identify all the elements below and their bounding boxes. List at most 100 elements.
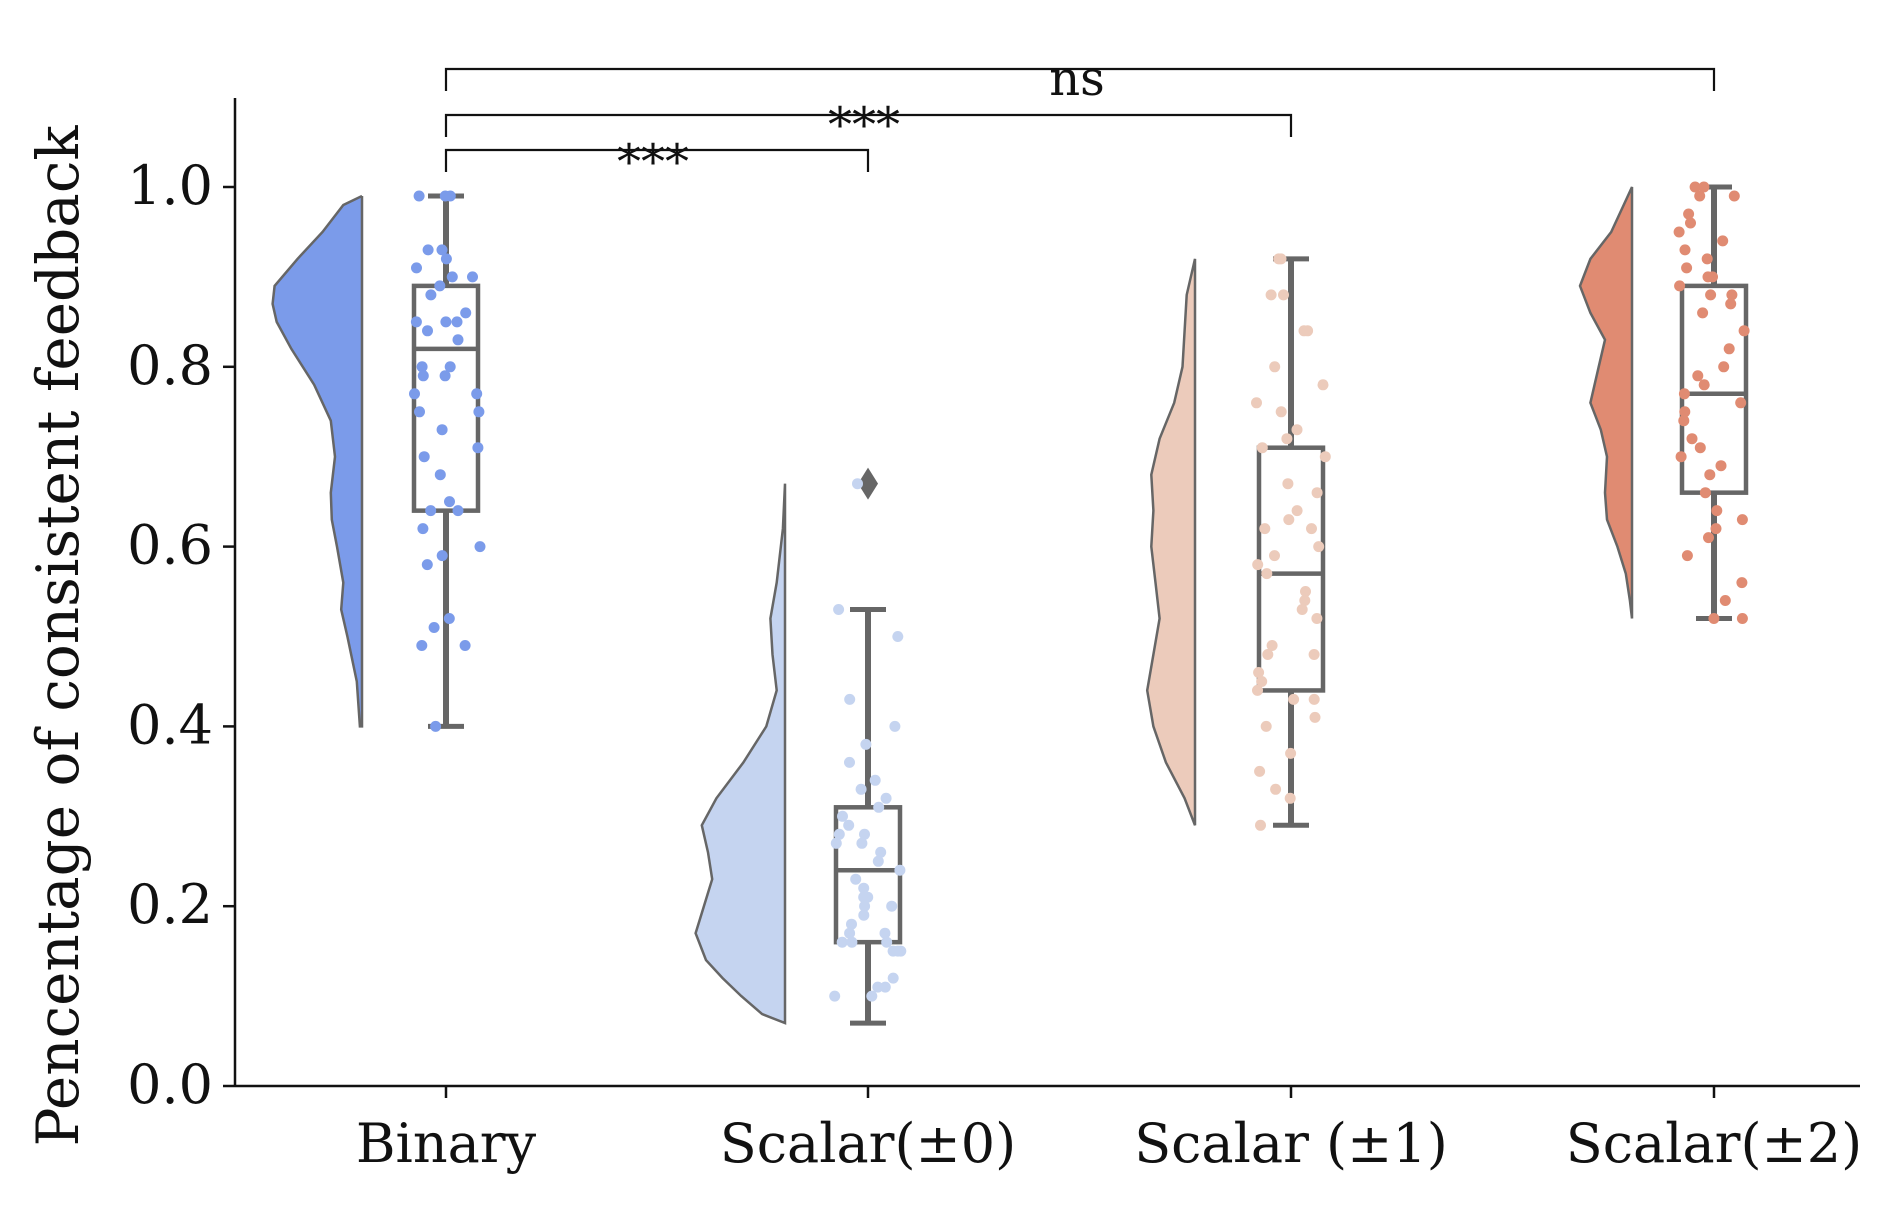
data-point-0-17 [416,361,428,373]
data-point-2-3 [1278,289,1289,301]
data-point-0-23 [473,406,485,418]
data-point-2-17 [1283,514,1295,526]
data-point-3-7 [1717,235,1729,247]
data-point-2-6 [1269,361,1281,373]
data-point-2-32 [1256,676,1268,687]
data-point-0-14 [440,316,452,328]
data-point-3-41 [1736,613,1748,624]
data-point-3-9 [1701,253,1713,265]
data-point-3-37 [1681,550,1693,562]
y-tick-label-3: 0.6 [127,514,213,577]
data-point-3-38 [1736,577,1748,589]
bracket-label-2: ns [1049,51,1105,107]
box-plots [411,184,1749,1026]
data-point-0-27 [418,451,430,463]
data-point-2-38 [1285,747,1297,759]
data-point-0-26 [472,442,484,454]
data-point-1-15 [830,837,842,849]
data-point-0-11 [460,307,472,319]
x-tick-label-1: Scalar(±0) [720,1112,1016,1175]
data-point-2-35 [1308,693,1320,705]
jitter-points [409,181,1750,1002]
data-point-2-19 [1306,523,1317,535]
data-point-2-18 [1259,523,1271,535]
bracket-2 [444,67,1716,91]
data-point-3-28 [1694,442,1706,454]
data-point-3-24 [1735,397,1747,409]
data-point-1-1 [833,604,845,615]
data-point-2-36 [1309,711,1321,723]
data-point-2-1 [1275,253,1287,265]
data-point-0-20 [417,370,429,382]
data-point-2-34 [1288,693,1300,705]
data-point-1-29 [879,927,891,939]
data-point-3-3 [1728,190,1740,202]
data-point-0-1 [444,190,456,202]
bracket-label-0: *** [617,134,689,190]
data-point-0-30 [452,505,464,517]
data-point-1-8 [855,783,867,795]
data-point-2-24 [1300,586,1311,597]
data-point-3-8 [1679,244,1691,256]
density-cloud-0 [271,194,364,728]
data-point-0-39 [459,640,471,651]
box-3 [1679,283,1749,495]
data-point-3-0 [1698,181,1710,193]
data-point-1-23 [858,891,870,903]
density-cloud-1 [694,483,787,1025]
data-point-3-16 [1725,298,1737,310]
data-point-2-28 [1266,640,1278,651]
x-tick-label-0: Binary [356,1112,537,1175]
data-point-2-41 [1284,792,1296,804]
data-point-1-21 [858,882,870,894]
data-point-1-20 [850,873,862,885]
data-point-3-21 [1692,370,1704,382]
data-point-3-36 [1703,532,1714,544]
data-point-2-12 [1256,442,1268,454]
data-point-0-29 [444,496,455,508]
data-point-2-39 [1254,765,1266,777]
data-point-2-23 [1261,568,1273,580]
data-point-3-27 [1686,433,1698,445]
data-point-1-7 [869,774,881,786]
data-point-0-37 [428,622,440,633]
density-clouds [271,186,1634,1025]
x-tick-label-2: Scalar (±1) [1134,1112,1448,1175]
bracket-0 [444,148,870,172]
data-point-2-25 [1299,595,1311,606]
data-point-0-15 [422,325,433,337]
data-point-1-35 [892,945,904,957]
data-point-3-23 [1678,388,1690,400]
bracket-1 [444,113,1293,137]
data-point-3-15 [1705,289,1717,301]
data-point-3-5 [1685,217,1696,229]
data-point-3-13 [1674,280,1686,292]
data-point-2-21 [1269,550,1280,562]
data-point-0-2 [413,190,425,202]
data-point-0-22 [471,388,483,400]
data-point-0-35 [421,559,433,571]
data-point-1-14 [833,828,845,840]
data-point-1-26 [858,909,870,921]
data-point-2-37 [1260,720,1272,732]
data-point-1-32 [881,936,893,948]
axes: 0.0 0.2 0.4 0.6 0.8 1.0 Binary Scalar(±0) Scalar… [127,98,1862,1175]
data-point-1-2 [892,631,904,642]
data-point-0-19 [439,370,451,382]
data-point-0-5 [440,253,452,265]
data-point-1-6 [844,756,855,768]
data-point-3-6 [1673,226,1685,238]
y-tick-label-0: 0.0 [127,1053,213,1116]
data-point-2-8 [1251,397,1262,409]
data-point-0-9 [434,280,446,292]
data-point-1-31 [846,936,858,948]
data-point-3-17 [1697,307,1709,319]
y-tick-label-1: 0.2 [127,873,213,936]
data-point-3-30 [1715,460,1727,472]
data-point-1-10 [873,801,885,813]
data-point-2-5 [1302,325,1314,337]
data-point-0-32 [417,523,429,535]
data-point-1-40 [829,990,841,1002]
data-point-3-10 [1681,262,1693,274]
